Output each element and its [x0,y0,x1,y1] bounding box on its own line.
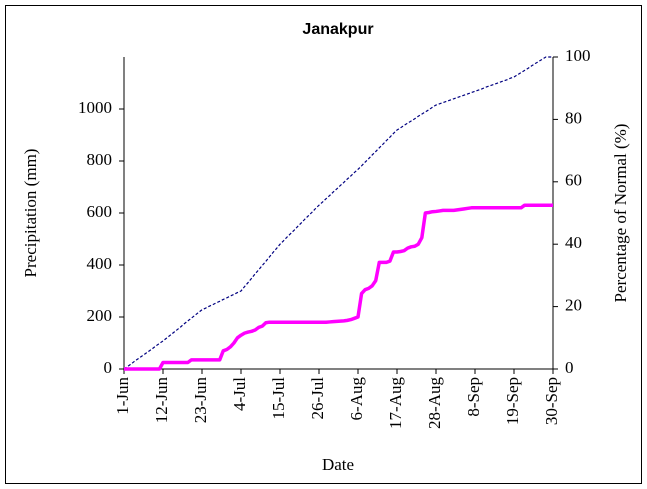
y-tick-label: 200 [87,306,113,325]
y2-tick-label: 20 [565,296,582,315]
y2-tick-label: 40 [565,233,582,252]
chart-title: Janakpur [302,21,373,38]
y-tick-label: 600 [87,202,113,221]
x-tick-label: 26-Jul [308,377,327,420]
y2-tick-label: 80 [565,108,582,127]
series-line [123,56,553,370]
x-tick-label: 6-Aug [347,377,366,421]
y-tick-label: 800 [87,150,113,169]
y-tick-label: 1000 [78,98,112,117]
x-tick-label: 15-Jul [269,377,288,420]
y-tick-label: 400 [87,254,113,273]
y-axis-label: Precipitation (mm) [21,149,40,278]
y2-tick-label: 100 [565,46,591,65]
x-axis-label: Date [322,455,354,474]
x-tick-label: 1-Jun [113,377,132,415]
y-tick-label: 0 [104,358,113,377]
x-tick-label: 12-Jun [152,377,171,424]
x-tick-label: 28-Aug [425,377,444,429]
chart-border [5,5,642,484]
x-tick-label: 19-Sep [503,377,522,425]
x-tick-label: 4-Jul [230,377,249,411]
y2-tick-label: 0 [565,358,574,377]
x-tick-label: 17-Aug [386,377,405,429]
y2-tick-label: 60 [565,171,582,190]
y2-axis-label: Percentage of Normal (%) [611,124,630,303]
series-line [124,203,553,371]
x-tick-label: 23-Jun [191,377,210,424]
x-tick-label: 8-Sep [464,377,483,417]
x-tick-label: 30-Sep [542,377,561,425]
